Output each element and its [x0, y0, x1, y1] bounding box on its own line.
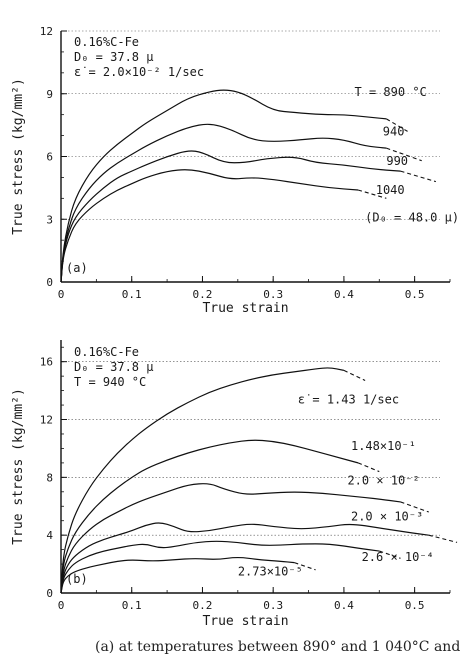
- y-tick-label: 6: [46, 151, 53, 164]
- y-tick-label: 0: [46, 587, 53, 600]
- x-tick-label: 0.3: [263, 599, 283, 612]
- curve-label: 1040: [376, 183, 405, 197]
- series-line: [60, 483, 401, 594]
- curve-label: 2.0 × 10⁻³: [351, 510, 423, 524]
- curve-label: 990: [386, 154, 408, 168]
- y-axis-label: True stress (kg/mm²): [11, 388, 26, 545]
- y-tick-label: 8: [46, 471, 53, 484]
- curve-label: 2.6 × 10⁻⁴: [362, 550, 434, 564]
- x-tick-label: 0.2: [193, 288, 213, 301]
- series-extrapolation: [343, 369, 366, 381]
- y-tick-label: 3: [46, 213, 53, 226]
- info-line: 0.16%C-Fe: [74, 35, 139, 49]
- y-axis-label: True stress (kg/mm²): [11, 78, 26, 235]
- y-tick-label: 0: [46, 276, 53, 289]
- x-tick-label: 0.1: [122, 599, 142, 612]
- series-line: [60, 367, 345, 594]
- series-extrapolation: [400, 501, 429, 513]
- x-axis-label: True strain: [202, 614, 288, 629]
- y-tick-label: 4: [46, 529, 53, 542]
- info-line: T = 940 °C: [74, 375, 146, 389]
- curve-label: 1.48×10⁻¹: [351, 439, 416, 453]
- chart-panel-a: 0 3 6 9 12 0 0.1 0.2 0.3 0.4 0.5 True strain True st…: [11, 25, 459, 316]
- info-line: ε̇ = 2.0×10⁻² 1/sec: [74, 65, 204, 79]
- series-extrapolation: [357, 462, 380, 473]
- curve-label: 940: [383, 125, 405, 139]
- figure-caption: (a) at temperatures between 890° and 1 0…: [95, 639, 460, 655]
- x-tick-label: 0.4: [334, 288, 354, 301]
- x-tick-label: 0.5: [405, 288, 425, 301]
- series-line: [60, 123, 387, 283]
- x-tick-label: 0: [58, 288, 65, 301]
- x-tick-label: 0.4: [334, 599, 354, 612]
- series-line: [60, 439, 359, 594]
- y-tick-label: 16: [40, 356, 53, 369]
- curve-label: ε̇ = 1.43 1/sec: [298, 393, 399, 407]
- x-axis-label: True strain: [202, 301, 288, 316]
- series-line: [60, 169, 359, 283]
- x-tick-label: 0.5: [405, 599, 425, 612]
- y-tick-label: 12: [40, 414, 53, 427]
- series-line: [60, 150, 401, 283]
- series-extrapolation: [386, 147, 422, 162]
- info-line: D₀ = 37.8 μ: [74, 360, 153, 374]
- x-tick-label: 0.3: [263, 288, 283, 301]
- curve-label: T = 890 °C: [355, 85, 427, 99]
- info-line: D₀ = 37.8 μ: [74, 50, 153, 64]
- x-tick-label: 0.2: [193, 599, 213, 612]
- series-line: [60, 540, 380, 594]
- series-line: [60, 522, 429, 594]
- series-extrapolation: [357, 189, 387, 199]
- series-extrapolation: [400, 170, 437, 183]
- y-tick-label: 9: [46, 88, 53, 101]
- panel-label: (a): [66, 261, 88, 275]
- y-tick-label: 12: [40, 25, 53, 38]
- series-line: [60, 556, 295, 594]
- info-line: 0.16%C-Fe: [74, 345, 139, 359]
- series-extrapolation: [379, 550, 401, 559]
- series-line: [60, 89, 387, 283]
- series-extrapolation: [294, 562, 316, 571]
- panel-label: (b): [66, 572, 88, 586]
- curve-label: 2.0 × 10⁻²: [347, 474, 419, 488]
- curve-label: (D₀ = 48.0 μ): [365, 210, 459, 224]
- chart-panel-b: 0 4 8 12 16 0 0.1 0.2 0.3 0.4 0.5 True strain True s…: [11, 340, 458, 629]
- series-extrapolation: [428, 534, 458, 543]
- x-tick-label: 0.1: [122, 288, 142, 301]
- x-tick-label: 0: [58, 599, 65, 612]
- curve-label: 2.73×10⁻⁵: [238, 565, 303, 579]
